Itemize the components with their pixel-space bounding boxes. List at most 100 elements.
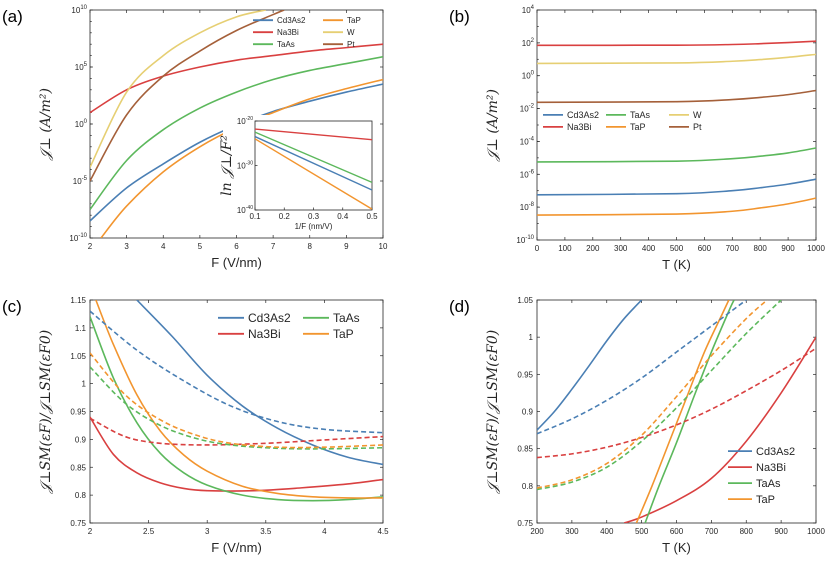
legend-b: Cd3As2 TaAs W Na3Bi TaP Pt	[543, 110, 702, 132]
panel-label-b: (b)	[449, 7, 470, 26]
series-line-na3bi	[623, 336, 816, 523]
legend-label-na3bi: Na3Bi	[567, 122, 592, 132]
inset-series-line-na3bi	[255, 128, 372, 141]
panel-label-c: (c)	[2, 297, 22, 316]
y-tick-label: 0.75	[517, 519, 533, 528]
y-tick-label: 0.95	[517, 370, 533, 379]
panel-d: (d) 200 300 400 500 600 700 800 900 1000 0.75 0.8 0.…	[449, 296, 825, 555]
inset-x-tick-label: 0.4	[337, 212, 349, 221]
y-axis-label: 𝒥⊥SM(εF)/𝒥⊥SM(εF0)	[485, 330, 501, 494]
legend-label-cd3as2: Cd3As2	[756, 446, 795, 458]
y-tick-label: 1.15	[70, 296, 86, 305]
series-line-tap	[95, 300, 383, 499]
x-tick-label: 200	[586, 244, 600, 253]
x-tick-label: 2	[88, 242, 93, 251]
panel-label-d: (d)	[449, 297, 470, 316]
legend-label-tap: TaP	[347, 16, 361, 25]
y-tick-label: 1	[82, 380, 87, 389]
legend-label-tap: TaP	[756, 494, 775, 506]
inset-series-line-taas	[255, 131, 372, 184]
legend-d: Cd3As2 Na3Bi TaAs TaP	[728, 446, 795, 506]
y-tick-label: 0.85	[70, 463, 86, 472]
x-axis-label: T (K)	[662, 257, 691, 272]
x-tick-label: 700	[705, 527, 719, 536]
series-line-cd3as2	[136, 300, 383, 466]
y-tick-label: 10-10	[516, 235, 534, 245]
legend-label-w: W	[347, 28, 355, 37]
inset-y-tick-label: 10-40	[237, 205, 253, 215]
inset-x-tick-label: 0.1	[249, 212, 261, 221]
y-tick-label: 0.9	[522, 408, 534, 417]
series-line-pt	[537, 89, 816, 104]
x-tick-label: 1000	[807, 527, 825, 536]
series-group-d	[537, 300, 816, 523]
y-tick-label: 1010	[71, 5, 87, 15]
x-tick-label: 4	[322, 527, 327, 536]
y-tick-label: 10-10	[69, 233, 87, 243]
legend-label-na3bi: Na3Bi	[248, 327, 281, 341]
x-axis-label: T (K)	[662, 540, 691, 555]
x-tick-label: 2	[88, 527, 93, 536]
x-tick-label: 800	[740, 527, 754, 536]
x-tick-label: 600	[670, 527, 684, 536]
y-tick-label: 105	[75, 62, 88, 72]
y-tick-label: 0.8	[522, 482, 534, 491]
x-tick-label: 700	[726, 244, 740, 253]
x-tick-label: 1000	[807, 244, 825, 253]
x-tick-label: 500	[670, 244, 684, 253]
y-tick-label: 104	[522, 5, 535, 15]
y-axis-label: 𝒥⊥SM(εF)/𝒥⊥SM(εF0)	[38, 330, 54, 494]
series-line-cd3as2	[537, 300, 643, 431]
x-tick-label: 400	[642, 244, 656, 253]
legend-label-w: W	[693, 110, 702, 120]
legend-label-taas: TaAs	[756, 478, 781, 490]
y-tick-label: 1.05	[70, 352, 86, 361]
series-line-w	[90, 10, 266, 168]
y-axis-label: 𝒥⊥ (A/m²)	[38, 88, 54, 161]
inset-x-tick-label: 0.2	[279, 212, 291, 221]
y-tick-label: 0.85	[517, 445, 533, 454]
inset-y-tick-label: 10-30	[237, 161, 253, 171]
x-tick-label: 900	[774, 527, 788, 536]
legend-label-tap: TaP	[333, 327, 354, 341]
y-tick-label: 0.95	[70, 408, 86, 417]
x-tick-label: 300	[565, 527, 579, 536]
x-tick-label: 6	[234, 242, 239, 251]
y-tick-label: 10-4	[520, 136, 535, 146]
series-line-taas-dashed	[537, 300, 782, 491]
x-tick-label: 7	[271, 242, 276, 251]
series-line-tap	[537, 197, 816, 216]
series-line-tap-dashed	[537, 300, 768, 489]
x-tick-label: 10	[379, 242, 388, 251]
inset-y-tick-label: 10-20	[237, 116, 253, 126]
x-tick-label: 200	[530, 527, 544, 536]
x-tick-label: 3	[124, 242, 129, 251]
legend-label-na3bi: Na3Bi	[277, 28, 299, 37]
y-tick-label: 10-5	[73, 176, 88, 186]
x-tick-label: 800	[754, 244, 768, 253]
y-axis-label: 𝒥⊥ (A/m²)	[485, 89, 501, 162]
inset-series-line-cd3as2	[255, 135, 372, 191]
x-tick-label: 4	[161, 242, 166, 251]
series-line-taas	[537, 147, 816, 163]
series-group-b	[537, 40, 816, 216]
y-tick-label: 0.9	[75, 435, 87, 444]
legend-label-cd3as2: Cd3As2	[248, 311, 291, 325]
x-tick-label: 3	[205, 527, 210, 536]
series-line-w	[537, 53, 816, 65]
series-line-pt	[90, 10, 285, 182]
y-tick-label: 102	[522, 38, 535, 48]
x-tick-label: 300	[614, 244, 628, 253]
panel-b: (b) 0 100 200 300 400 500 600 700 800 900 1000 10-10…	[449, 5, 825, 272]
x-axis-label: F (V/nm)	[211, 255, 262, 270]
series-line-na3bi	[537, 40, 816, 47]
x-tick-label: 2.5	[143, 527, 155, 536]
y-tick-label: 1.1	[75, 324, 87, 333]
y-tick-label: 100	[75, 119, 88, 129]
series-line-na3bi	[90, 416, 383, 492]
series-line-na3bi-dashed	[537, 347, 816, 459]
y-tick-label: 1	[529, 333, 534, 342]
legend-c: Cd3As2 TaAs Na3Bi TaP	[218, 311, 360, 341]
x-tick-label: 600	[698, 244, 712, 253]
